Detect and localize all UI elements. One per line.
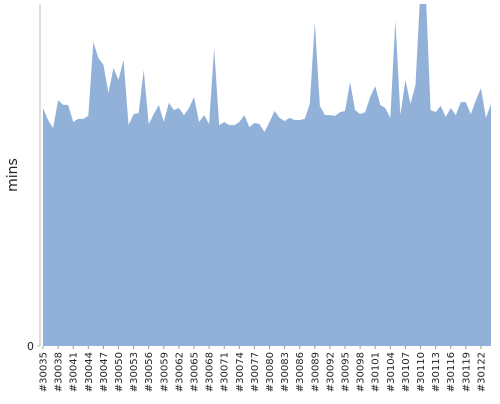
- x-tick-label: #30071: [220, 352, 231, 392]
- x-tick-label: #30104: [386, 352, 397, 392]
- x-tick-label: #30068: [205, 352, 216, 392]
- x-tick-label: #30074: [235, 352, 246, 392]
- x-tick-label: #30095: [341, 352, 352, 392]
- x-tick-label: #30056: [144, 352, 155, 392]
- x-tick-label: #30044: [84, 352, 95, 392]
- x-tick-label: #30119: [461, 352, 472, 392]
- y-axis-label: mins: [5, 158, 21, 192]
- x-tick-label: #30065: [190, 352, 201, 392]
- x-tick-label: #30098: [356, 352, 367, 392]
- x-tick-label: #30053: [129, 352, 140, 392]
- x-tick-label: #30110: [416, 352, 427, 392]
- x-tick-label: #30089: [310, 352, 321, 392]
- x-tick-label: #30092: [325, 352, 336, 392]
- area: [43, 4, 491, 346]
- x-tick-label: #30083: [280, 352, 291, 392]
- x-tick-label: #30062: [174, 352, 185, 392]
- x-tick-label: #30038: [54, 352, 65, 392]
- x-tick-label: #30101: [371, 352, 382, 392]
- x-tick-label: #30035: [39, 352, 50, 392]
- x-tick-label: #30116: [446, 352, 457, 392]
- x-tick-label: #30107: [401, 352, 412, 392]
- x-tick-label: #30080: [265, 352, 276, 392]
- x-tick-label: #30050: [114, 352, 125, 392]
- y-tick-label: 0: [27, 340, 34, 353]
- x-tick-label: #30059: [159, 352, 170, 392]
- x-tick-label: #30047: [99, 352, 110, 392]
- x-tick-label: #30122: [476, 352, 487, 392]
- x-tick-label: #30077: [250, 352, 261, 392]
- x-tick-label: #30086: [295, 352, 306, 392]
- x-tick-label: #30113: [431, 352, 442, 392]
- x-tick-label: #30041: [69, 352, 80, 392]
